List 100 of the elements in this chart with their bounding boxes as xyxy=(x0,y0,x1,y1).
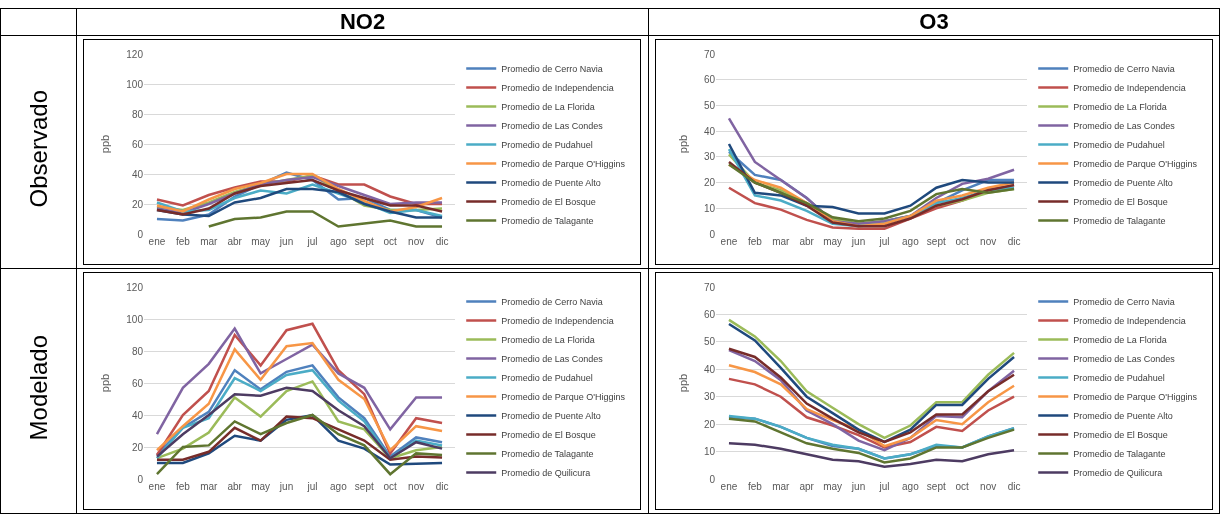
x-tick-label: nov xyxy=(408,236,425,247)
x-tick-label: jul xyxy=(306,481,318,492)
y-axis-title: ppb xyxy=(98,134,111,154)
legend-label: Promedio de Puente Alto xyxy=(1073,411,1173,422)
legend-label: Promedio de La Florida xyxy=(501,335,595,346)
legend-label: Promedio de Puente Alto xyxy=(1073,178,1173,189)
legend-label: Promedio de Cerro Navia xyxy=(1073,64,1175,75)
x-tick-label: sept xyxy=(354,236,374,247)
x-tick-label: abr xyxy=(227,481,243,492)
x-tick-label: ene xyxy=(720,481,738,492)
legend-label: Promedio de Pudahuel xyxy=(501,373,593,384)
x-tick-label: abr xyxy=(227,236,243,247)
x-tick-label: sept xyxy=(926,236,946,247)
y-tick-label: 100 xyxy=(126,313,144,325)
legend-label: Promedio de Puente Alto xyxy=(501,411,601,422)
y-tick-label: 50 xyxy=(703,99,716,111)
y-tick-label: 70 xyxy=(703,281,716,293)
text: Modelado xyxy=(24,335,53,441)
x-tick-label: abr xyxy=(799,236,815,247)
y-tick-label: 40 xyxy=(703,363,716,375)
legend-label: Promedio de Las Condes xyxy=(501,121,604,132)
y-tick-label: 40 xyxy=(131,168,144,180)
legend-label: Promedio de El Bosque xyxy=(501,430,596,441)
y-tick-label: 60 xyxy=(703,74,716,86)
y-tick-label: 30 xyxy=(703,151,716,163)
y-tick-label: 80 xyxy=(131,345,144,357)
x-tick-label: mar xyxy=(772,481,791,492)
y-axis-title: ppb xyxy=(676,134,689,154)
x-tick-label: may xyxy=(823,481,843,492)
x-tick-label: may xyxy=(251,481,271,492)
legend-label: Promedio de Parque O'Higgins xyxy=(501,392,626,403)
y-tick-label: 60 xyxy=(131,138,144,150)
x-tick-label: oct xyxy=(955,481,970,492)
y-tick-label: 50 xyxy=(703,336,716,348)
x-tick-label: jun xyxy=(850,481,866,492)
y-tick-label: 10 xyxy=(703,446,716,458)
legend-label: Promedio de Parque O'Higgins xyxy=(1073,392,1198,403)
legend-label: Promedio de Independencia xyxy=(1073,316,1186,327)
y-tick-label: 40 xyxy=(703,125,716,137)
y-tick-label: 60 xyxy=(703,308,716,320)
y-tick-label: 40 xyxy=(131,409,144,421)
legend-label: Promedio de Las Condes xyxy=(1073,121,1176,132)
chart-title: NO2 xyxy=(76,8,649,36)
y-tick-label: 30 xyxy=(703,391,716,403)
x-tick-label: ago xyxy=(330,481,348,492)
y-tick-label: 120 xyxy=(126,48,144,60)
x-tick-label: dic xyxy=(1007,236,1021,247)
legend-label: Promedio de Cerro Navia xyxy=(501,64,603,75)
y-tick-label: 10 xyxy=(703,202,716,214)
x-tick-label: jul xyxy=(306,236,318,247)
y-tick-label: 20 xyxy=(131,198,144,210)
legend-label: Promedio de Pudahuel xyxy=(1073,140,1165,151)
x-tick-label: mar xyxy=(200,481,219,492)
y-axis-title: ppb xyxy=(98,373,111,393)
x-tick-label: jul xyxy=(878,481,890,492)
x-tick-label: may xyxy=(251,236,271,247)
y-tick-label: 0 xyxy=(709,473,716,485)
x-tick-label: may xyxy=(823,236,843,247)
x-tick-label: feb xyxy=(747,481,763,492)
legend-label: Promedio de Parque O'Higgins xyxy=(501,159,626,170)
x-tick-label: nov xyxy=(980,481,997,492)
legend-label: Promedio de Parque O'Higgins xyxy=(1073,159,1198,170)
x-tick-label: sept xyxy=(354,481,374,492)
x-tick-label: ene xyxy=(148,481,166,492)
x-tick-label: dic xyxy=(435,236,449,247)
x-tick-label: dic xyxy=(435,481,449,492)
legend-label: Promedio de La Florida xyxy=(1073,102,1167,113)
x-tick-label: mar xyxy=(772,236,791,247)
y-tick-label: 0 xyxy=(709,228,716,240)
x-tick-label: ago xyxy=(902,481,920,492)
legend-label: Promedio de Puente Alto xyxy=(501,178,601,189)
x-tick-label: mar xyxy=(200,236,219,247)
y-tick-label: 20 xyxy=(131,441,144,453)
legend-label: Promedio de El Bosque xyxy=(501,197,596,208)
y-tick-label: 120 xyxy=(126,281,144,293)
y-tick-label: 20 xyxy=(703,177,716,189)
legend-label: Promedio de Quilicura xyxy=(1073,468,1163,479)
legend-label: Promedio de Talagante xyxy=(501,216,594,227)
x-tick-label: jun xyxy=(278,481,294,492)
text: Observado xyxy=(24,90,53,208)
legend-label: Promedio de Independencia xyxy=(1073,83,1186,94)
x-tick-label: ago xyxy=(330,236,348,247)
legend-label: Promedio de Pudahuel xyxy=(501,140,593,151)
x-tick-label: nov xyxy=(408,481,425,492)
y-tick-label: 70 xyxy=(703,48,716,60)
legend-label: Promedio de Talagante xyxy=(1073,216,1166,227)
y-tick-label: 0 xyxy=(137,228,144,240)
x-tick-label: dic xyxy=(1007,481,1021,492)
legend-label: Promedio de Talagante xyxy=(501,449,594,460)
y-tick-label: 0 xyxy=(137,473,144,485)
legend-label: Promedio de Quilicura xyxy=(501,468,591,479)
x-tick-label: feb xyxy=(175,481,191,492)
x-tick-label: feb xyxy=(175,236,191,247)
x-tick-label: jul xyxy=(878,236,890,247)
legend-label: Promedio de Independencia xyxy=(501,316,614,327)
x-tick-label: jun xyxy=(850,236,866,247)
y-tick-label: 80 xyxy=(131,108,144,120)
x-tick-label: ene xyxy=(720,236,738,247)
x-tick-label: sept xyxy=(926,481,946,492)
x-tick-label: ago xyxy=(902,236,920,247)
